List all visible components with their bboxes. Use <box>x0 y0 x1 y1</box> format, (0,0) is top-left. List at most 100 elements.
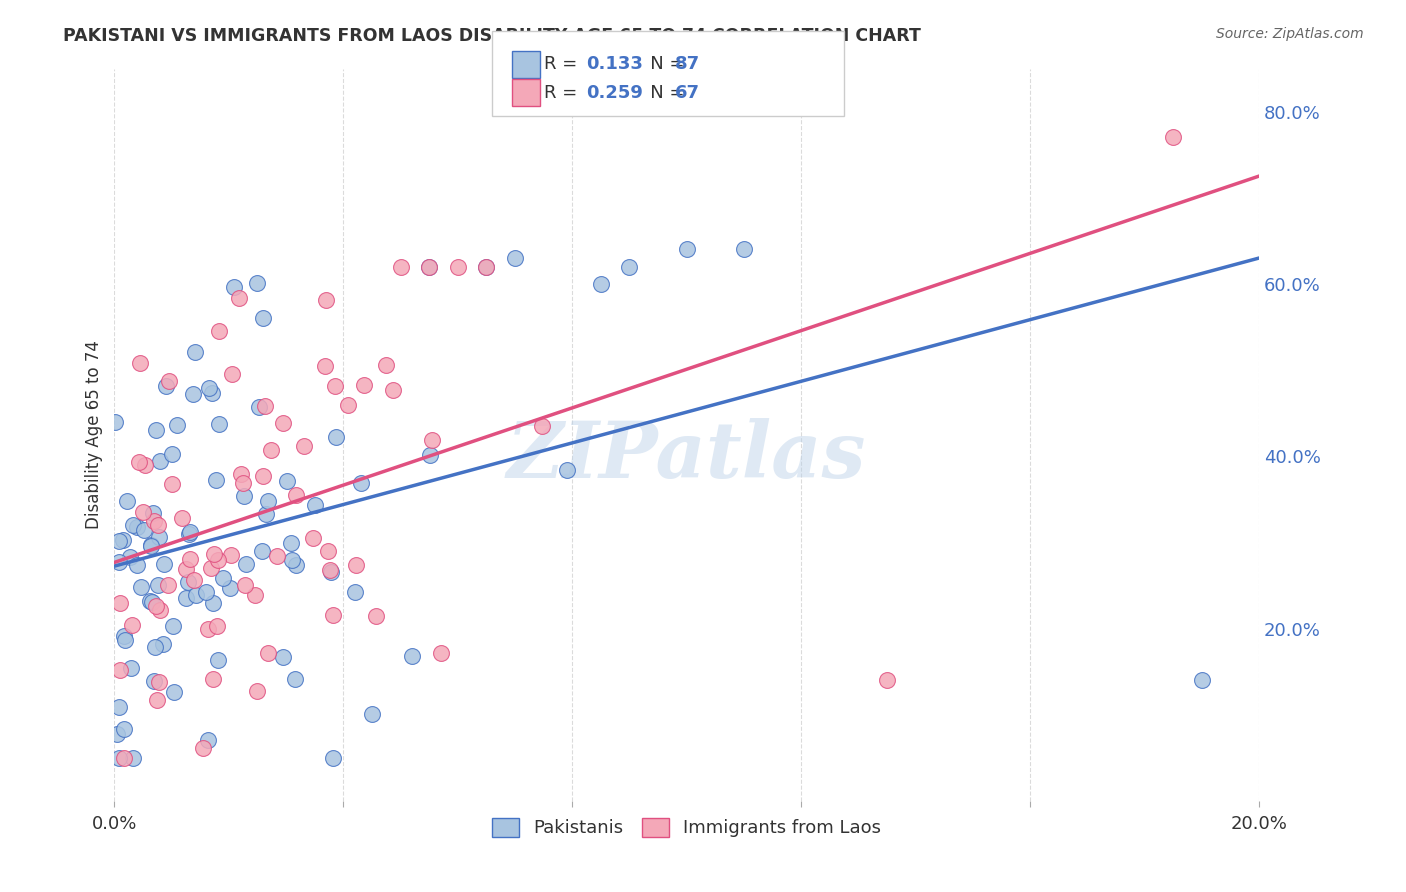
Point <box>160 476 183 491</box>
Point <box>346 558 368 573</box>
Point <box>280 536 302 550</box>
Point <box>160 447 183 461</box>
Point <box>148 577 170 591</box>
Text: 0.259: 0.259 <box>586 84 643 102</box>
Point <box>325 430 347 444</box>
Point <box>107 751 129 765</box>
Point <box>143 640 166 655</box>
Text: 67: 67 <box>675 84 700 102</box>
Point <box>127 558 149 573</box>
Point <box>201 386 224 401</box>
Text: N =: N = <box>633 84 690 102</box>
Point <box>146 692 169 706</box>
Point <box>204 473 226 487</box>
Point <box>323 379 346 393</box>
Point <box>319 562 342 576</box>
Text: R =: R = <box>544 55 583 73</box>
Point <box>148 675 170 690</box>
Y-axis label: Disability Age 65 to 74: Disability Age 65 to 74 <box>86 340 103 529</box>
Point <box>292 439 315 453</box>
Point <box>271 650 294 665</box>
Point <box>208 417 231 431</box>
Point <box>179 552 201 566</box>
Point <box>184 589 207 603</box>
Point <box>131 505 153 519</box>
Point <box>382 383 405 397</box>
Point <box>222 280 245 294</box>
Point <box>207 553 229 567</box>
Point <box>503 251 526 265</box>
Point <box>447 260 470 274</box>
Point <box>211 571 233 585</box>
Point <box>201 672 224 686</box>
Point <box>155 378 177 392</box>
Point <box>284 672 307 686</box>
Point <box>108 663 131 677</box>
Point <box>266 549 288 564</box>
Point <box>197 623 219 637</box>
Point <box>127 520 149 534</box>
Point <box>156 578 179 592</box>
Point <box>271 417 294 431</box>
Point <box>149 603 172 617</box>
Point <box>112 722 135 736</box>
Point <box>675 243 697 257</box>
Point <box>177 526 200 541</box>
Point <box>141 595 163 609</box>
Point <box>350 475 373 490</box>
Point <box>105 727 128 741</box>
Point <box>202 547 225 561</box>
Point <box>250 544 273 558</box>
Point <box>232 475 254 490</box>
Point <box>280 553 302 567</box>
Point <box>219 581 242 595</box>
Point <box>148 530 170 544</box>
Point <box>1191 673 1213 688</box>
Point <box>252 311 274 326</box>
Point <box>733 243 755 257</box>
Text: Source: ZipAtlas.com: Source: ZipAtlas.com <box>1216 27 1364 41</box>
Point <box>429 646 451 660</box>
Point <box>139 594 162 608</box>
Point <box>134 524 156 538</box>
Text: ZIPatlas: ZIPatlas <box>508 418 866 495</box>
Point <box>129 580 152 594</box>
Point <box>256 494 278 508</box>
Point <box>152 637 174 651</box>
Point <box>120 661 142 675</box>
Text: 87: 87 <box>675 55 700 73</box>
Point <box>128 356 150 370</box>
Point <box>589 277 612 291</box>
Point <box>205 619 228 633</box>
Point <box>141 538 163 552</box>
Point <box>419 448 441 462</box>
Point <box>174 591 197 606</box>
Point <box>304 498 326 512</box>
Point <box>257 646 280 660</box>
Point <box>276 474 298 488</box>
Point <box>114 632 136 647</box>
Point <box>375 358 398 372</box>
Point <box>111 533 134 547</box>
Point <box>191 740 214 755</box>
Point <box>285 558 308 572</box>
Text: R =: R = <box>544 84 583 102</box>
Point <box>252 469 274 483</box>
Point <box>231 467 253 481</box>
Point <box>142 507 165 521</box>
Point <box>108 555 131 569</box>
Point <box>195 585 218 599</box>
Point <box>198 381 221 395</box>
Point <box>418 260 440 274</box>
Point <box>184 344 207 359</box>
Point <box>149 454 172 468</box>
Text: N =: N = <box>633 55 690 73</box>
Point <box>245 588 267 602</box>
Point <box>183 573 205 587</box>
Point <box>420 434 443 448</box>
Point <box>531 418 554 433</box>
Point <box>302 531 325 545</box>
Point <box>284 488 307 502</box>
Point <box>232 489 254 503</box>
Point <box>128 455 150 469</box>
